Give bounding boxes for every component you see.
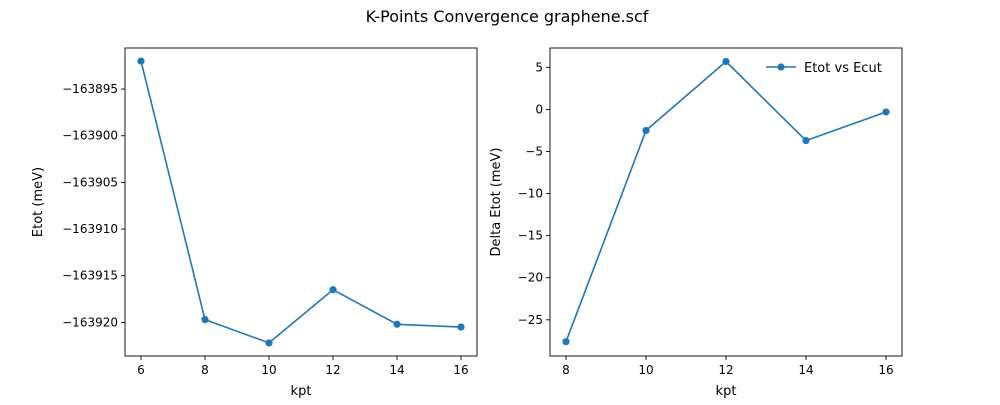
data-point (137, 57, 145, 65)
legend-label: Etot vs Ecut (804, 61, 882, 76)
y-tick-label: −5 (525, 145, 543, 159)
x-axis-label: kpt (291, 384, 312, 399)
y-tick-label: −10 (518, 187, 543, 201)
figure-suptitle: K-Points Convergence graphene.scf (366, 7, 649, 26)
axes-frame (124, 47, 478, 357)
x-tick-label: 14 (389, 363, 404, 377)
data-point (393, 320, 401, 328)
data-point (201, 316, 209, 324)
y-tick-label: 0 (535, 102, 543, 116)
y-tick-label: −163895 (62, 82, 118, 96)
x-tick-label: 16 (878, 363, 893, 377)
y-tick-label: −163920 (62, 315, 118, 329)
series-line (140, 60, 462, 344)
y-tick-label: −25 (518, 313, 543, 327)
data-point (642, 126, 650, 135)
x-tick-label: 12 (325, 363, 340, 377)
y-tick-label: −163905 (62, 175, 118, 189)
x-tick-label: 16 (453, 363, 468, 377)
data-point (722, 57, 730, 66)
y-tick-label: −163910 (62, 222, 118, 236)
x-tick-label: 10 (638, 363, 653, 377)
x-axis-label: kpt (716, 384, 737, 399)
y-tick-label: −15 (518, 229, 543, 243)
data-point (882, 108, 890, 116)
data-point (562, 338, 570, 346)
y-tick-label: −163915 (62, 269, 118, 283)
y-tick-label: −163900 (62, 129, 118, 143)
y-tick-label: −20 (518, 271, 543, 285)
x-tick-label: 6 (137, 363, 145, 377)
data-point (802, 136, 810, 145)
right-axes: 8 10 12 14 16 −25 −20 −15 −10 −5 0 5 kpt Delta Etot (… (489, 47, 903, 399)
x-tick-label: 10 (261, 363, 276, 377)
data-point (265, 339, 273, 347)
x-tick-label: 14 (798, 363, 813, 377)
data-point (329, 286, 337, 294)
y-tick-label: 5 (535, 60, 543, 74)
y-axis-label: Delta Etot (meV) (489, 147, 504, 256)
legend-marker (777, 63, 785, 71)
data-point (457, 323, 465, 331)
left-axes: 6 8 10 12 14 16 −163920 −163915 −163910 −163905 −1… (31, 47, 478, 399)
x-tick-label: 8 (562, 363, 570, 377)
x-tick-label: 8 (201, 363, 209, 377)
y-axis-label: Etot (meV) (31, 167, 46, 237)
x-tick-label: 12 (718, 363, 733, 377)
